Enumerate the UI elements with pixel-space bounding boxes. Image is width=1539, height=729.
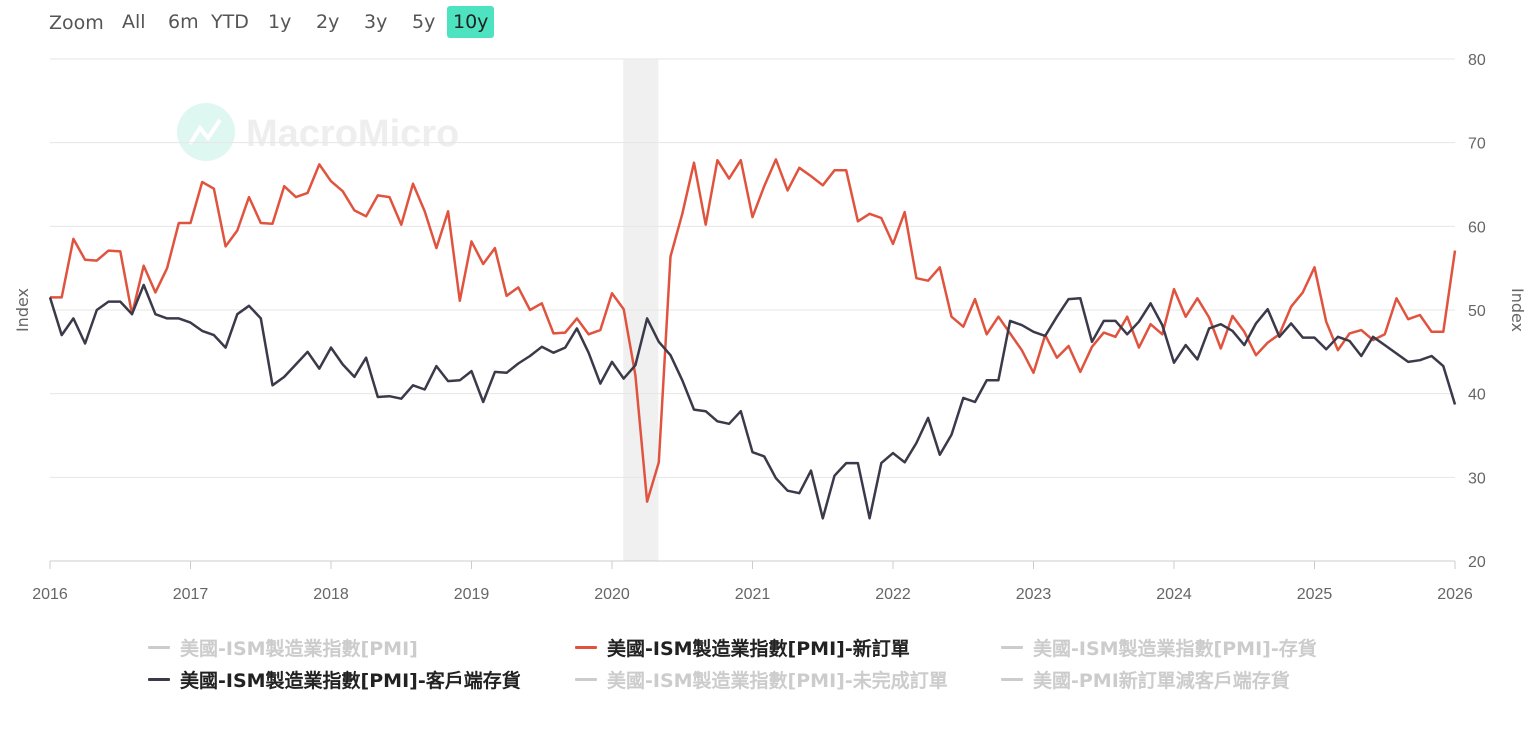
legend-label: 美國-ISM製造業指數[PMI] — [180, 638, 418, 660]
zoom-label: Zoom — [49, 12, 104, 34]
x-tick-label: 2018 — [313, 586, 349, 603]
y-tick-label: 80 — [1468, 52, 1486, 69]
watermark-text: MacroMicro — [246, 113, 459, 155]
legend-swatch — [575, 646, 597, 649]
legend-item-spread[interactable]: 美國-PMI新訂單減客戶端存貨 — [1001, 667, 1290, 695]
y-tick-label: 30 — [1468, 470, 1486, 487]
x-tick-label: 2020 — [594, 586, 630, 603]
zoom-10y-button[interactable]: 10y — [447, 6, 495, 38]
zoom-all-button[interactable]: All — [122, 11, 146, 33]
line-chart: MacroMicro 2016 2017 2018 2019 2020 2021 2022 2… — [13, 52, 1527, 603]
x-tick-label: 2019 — [454, 586, 490, 603]
legend-swatch — [1001, 678, 1023, 681]
zoom-6m-button[interactable]: 6m — [168, 11, 199, 33]
series-line-customer-inventories — [48, 283, 1457, 520]
watermark: MacroMicro — [177, 103, 459, 161]
legend-item-backlog[interactable]: 美國-ISM製造業指數[PMI]-未完成訂單 — [575, 667, 948, 695]
watermark-logo-icon — [177, 103, 235, 161]
y-tick-label: 50 — [1468, 303, 1486, 320]
y-axis-label-left: Index — [13, 288, 32, 332]
y-axis-label-right: Index — [1508, 288, 1527, 332]
zoom-3y-button[interactable]: 3y — [364, 11, 388, 33]
legend-item-pmi[interactable]: 美國-ISM製造業指數[PMI] — [148, 635, 418, 663]
series-line-new-orders — [50, 158, 1457, 503]
legend-label: 美國-ISM製造業指數[PMI]-新訂單 — [607, 638, 910, 660]
x-tick-label: 2021 — [735, 586, 771, 603]
zoom-5y-button[interactable]: 5y — [412, 11, 436, 33]
zoom-1y-button[interactable]: 1y — [268, 11, 292, 33]
legend-swatch — [575, 678, 597, 681]
legend-label: 美國-ISM製造業指數[PMI]-客戶端存貨 — [180, 670, 521, 692]
x-tick-label: 2023 — [1016, 586, 1052, 603]
legend-swatch — [148, 678, 170, 681]
legend-item-inventories[interactable]: 美國-ISM製造業指數[PMI]-存貨 — [1001, 635, 1317, 663]
x-tick-label: 2026 — [1437, 586, 1473, 603]
y-tick-label: 70 — [1468, 136, 1486, 153]
x-tick-label: 2025 — [1297, 586, 1333, 603]
y-tick-label: 20 — [1468, 554, 1486, 571]
legend-label: 美國-ISM製造業指數[PMI]-存貨 — [1033, 638, 1317, 660]
legend: 美國-ISM製造業指數[PMI] 美國-ISM製造業指數[PMI]-新訂單 美國… — [0, 632, 1539, 712]
legend-swatch — [148, 646, 170, 649]
x-tick-label: 2024 — [1156, 586, 1192, 603]
y-tick-label: 40 — [1468, 387, 1486, 404]
legend-swatch — [1001, 646, 1023, 649]
x-tick-label: 2017 — [173, 586, 209, 603]
legend-label: 美國-PMI新訂單減客戶端存貨 — [1033, 670, 1290, 692]
legend-item-customer-inventories[interactable]: 美國-ISM製造業指數[PMI]-客戶端存貨 — [148, 667, 521, 695]
zoom-bar: Zoom All 6m YTD 1y 2y 3y 5y 10y — [0, 6, 520, 40]
watermark-chart-icon — [188, 118, 222, 146]
x-tick-label: 2016 — [32, 586, 68, 603]
y-tick-label: 60 — [1468, 219, 1486, 236]
zoom-ytd-button[interactable]: YTD — [211, 11, 249, 33]
legend-item-new-orders[interactable]: 美國-ISM製造業指數[PMI]-新訂單 — [575, 635, 910, 663]
zoom-2y-button[interactable]: 2y — [316, 11, 340, 33]
x-tick-label: 2022 — [875, 586, 911, 603]
legend-label: 美國-ISM製造業指數[PMI]-未完成訂單 — [607, 670, 948, 692]
